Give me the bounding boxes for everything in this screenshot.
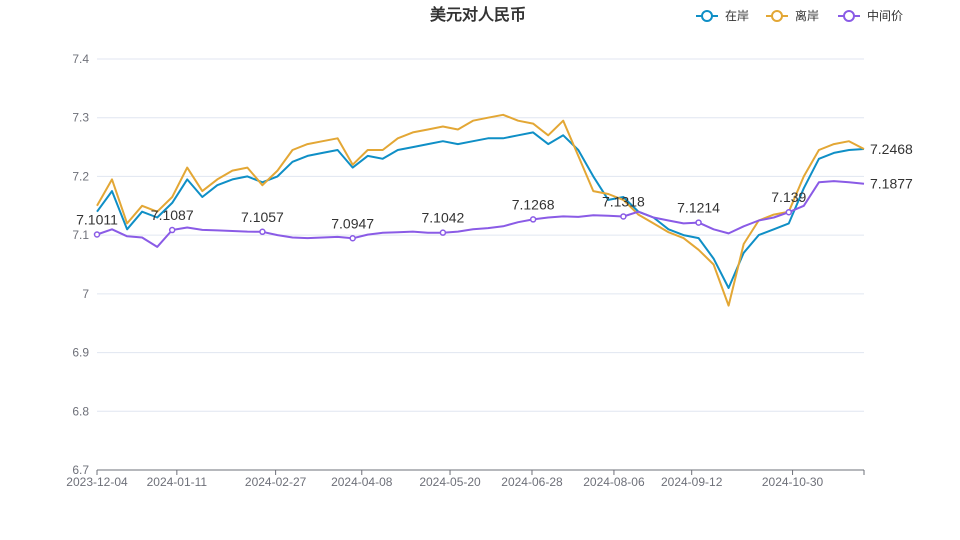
data-point-marker bbox=[259, 228, 266, 236]
legend[interactable]: 在岸 离岸 中间价 bbox=[696, 8, 903, 23]
series-layer bbox=[96, 113, 865, 307]
y-tick-label: 7.3 bbox=[72, 111, 89, 125]
series-line-在岸 bbox=[96, 131, 865, 289]
y-tick-label: 6.9 bbox=[72, 346, 89, 360]
data-label: 7.1042 bbox=[421, 210, 464, 226]
y-tick-label: 7 bbox=[82, 287, 89, 301]
data-label: 7.1087 bbox=[151, 207, 194, 223]
end-label: 7.2468 bbox=[870, 141, 913, 157]
data-label: 7.1318 bbox=[602, 193, 645, 209]
marker-layer bbox=[93, 208, 793, 242]
data-point-marker bbox=[349, 235, 356, 242]
y-tick-label: 7.1 bbox=[72, 228, 89, 242]
x-tick-label: 2023-12-04 bbox=[66, 475, 128, 489]
data-label: 7.1057 bbox=[241, 209, 284, 225]
end-label: 7.1877 bbox=[870, 176, 913, 192]
data-label: 7.1268 bbox=[512, 196, 555, 212]
data-point-marker bbox=[93, 231, 101, 238]
chart-title: 美元对人民币 bbox=[430, 5, 526, 24]
legend-marker-离岸 bbox=[771, 10, 783, 22]
x-tick-label: 2024-06-28 bbox=[501, 475, 563, 489]
legend-label-离岸: 离岸 bbox=[795, 8, 819, 23]
legend-label-在岸: 在岸 bbox=[725, 9, 749, 23]
x-tick-label: 2024-01-11 bbox=[147, 475, 208, 489]
data-point-marker bbox=[695, 219, 702, 226]
y-tick-label: 6.7 bbox=[72, 463, 89, 477]
data-point-marker bbox=[168, 226, 176, 234]
series-line-离岸 bbox=[96, 113, 865, 307]
data-point-marker bbox=[439, 229, 447, 236]
x-tick-label: 2024-10-30 bbox=[762, 475, 824, 489]
x-axis: 2023-12-04 2024-01-11 2024-02-27 2024-04-08… bbox=[66, 469, 865, 489]
y-axis: 6.7 6.8 6.9 7 7.1 7.2 7.3 7.4 bbox=[72, 52, 89, 477]
x-tick-label: 2024-08-06 bbox=[583, 475, 645, 489]
data-point-marker bbox=[620, 213, 627, 220]
data-label: 7.1214 bbox=[677, 200, 720, 216]
x-tick-label: 2024-09-12 bbox=[661, 475, 723, 489]
x-tick-label: 2024-04-08 bbox=[331, 475, 393, 489]
legend-marker-中间价 bbox=[843, 10, 855, 22]
data-label: 7.1011 bbox=[76, 211, 118, 227]
data-label-layer: 7.1011 7.1087 7.1057 7.0947 7.1042 7.1268 7.13… bbox=[76, 141, 913, 231]
data-label: 7.139 bbox=[771, 189, 806, 205]
data-point-marker bbox=[785, 208, 793, 216]
grid-lines bbox=[97, 58, 864, 412]
data-point-marker bbox=[529, 216, 537, 223]
y-tick-label: 7.4 bbox=[72, 52, 89, 66]
x-tick-label: 2024-02-27 bbox=[245, 475, 307, 489]
y-tick-label: 7.2 bbox=[72, 169, 89, 183]
legend-marker-在岸 bbox=[701, 10, 713, 22]
series-line-中间价 bbox=[96, 180, 865, 248]
legend-label-中间价: 中间价 bbox=[867, 8, 903, 23]
x-tick-label: 2024-05-20 bbox=[419, 475, 481, 489]
data-label: 7.0947 bbox=[331, 215, 374, 231]
y-tick-label: 6.8 bbox=[72, 404, 89, 418]
